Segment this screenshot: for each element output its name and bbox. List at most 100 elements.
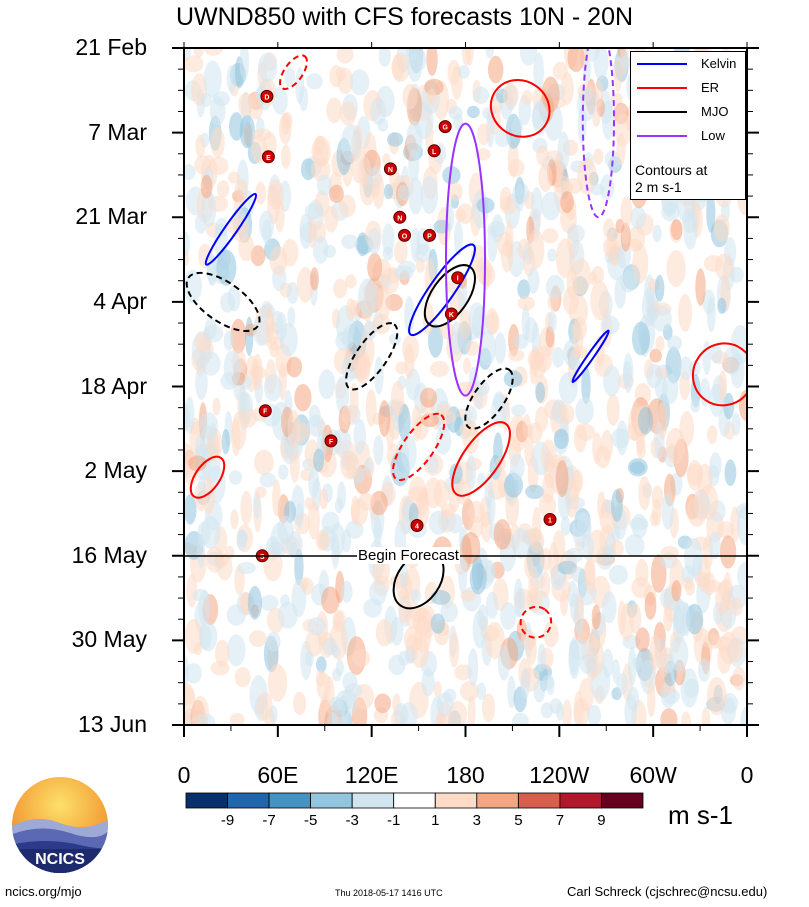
field-cell [223, 350, 242, 386]
legend-item: Low [631, 124, 745, 148]
field-cell [590, 280, 610, 321]
field-cell [198, 590, 211, 626]
storm-marker [410, 519, 424, 532]
field-cell [507, 141, 519, 178]
field-cell [603, 365, 621, 397]
field-cell [421, 668, 435, 697]
field-cell [433, 681, 442, 698]
field-cell [397, 184, 411, 201]
field-cell [436, 692, 454, 717]
field-cell [467, 695, 476, 725]
field-cell [345, 274, 357, 289]
field-cell [267, 179, 284, 210]
field-cell [322, 637, 338, 656]
field-cell [272, 87, 288, 115]
field-cell [540, 191, 561, 221]
field-cell [280, 594, 290, 607]
field-cell [397, 260, 416, 275]
field-cell [237, 530, 249, 547]
field-cell [527, 267, 540, 294]
field-cell [455, 208, 467, 222]
field-cell [577, 157, 597, 195]
field-cell [216, 249, 237, 286]
field-cell [548, 541, 559, 579]
field-cell [307, 617, 327, 636]
field-cell [626, 421, 642, 441]
contour-low [445, 122, 486, 397]
field-cell [194, 332, 212, 353]
field-cell [652, 498, 662, 526]
field-cell [632, 321, 650, 356]
field-cell [569, 638, 589, 661]
field-cell [358, 156, 372, 187]
field-cell [199, 625, 212, 650]
storm-letter: F [263, 409, 268, 416]
field-cell [367, 227, 381, 255]
field-cell [281, 238, 299, 267]
colorbar-swatch [518, 792, 561, 809]
field-cell [702, 340, 711, 376]
field-cell [661, 492, 674, 530]
field-cell [631, 576, 650, 599]
storm-symbol: N [393, 210, 407, 224]
legend: Kelvin ER MJO Low Contours at 2 m s-1 [630, 51, 746, 200]
field-cell [665, 427, 686, 465]
colorbar-swatch [601, 792, 644, 809]
field-cell [624, 534, 645, 557]
footer-url: ncics.org/mjo [5, 884, 82, 899]
field-cell [678, 293, 693, 332]
field-cell [304, 650, 314, 667]
field-cell [602, 100, 615, 141]
field-cell [286, 356, 303, 378]
field-cell [681, 564, 695, 584]
field-cell [533, 52, 544, 92]
field-cell [663, 605, 673, 632]
storm-marker [260, 89, 274, 103]
field-cell [377, 284, 391, 321]
field-cell [611, 489, 623, 522]
y-tick-label: 21 Mar [75, 203, 147, 230]
colorbar-swatch [268, 792, 312, 809]
field-cell [706, 677, 727, 716]
field-cell [277, 515, 294, 545]
field-cell [670, 219, 683, 240]
colorbar-swatch [227, 792, 270, 809]
legend-label: MJO [701, 104, 729, 119]
field-cell [710, 344, 723, 364]
begin-forecast-label: Begin Forecast [357, 547, 460, 564]
field-cell [626, 686, 640, 712]
field-cell [196, 713, 216, 725]
field-cell [304, 202, 324, 219]
field-cell [223, 330, 234, 351]
field-cell [737, 561, 747, 591]
field-cell [477, 472, 486, 486]
field-cell [657, 402, 668, 440]
field-cell [184, 55, 204, 73]
field-cell [253, 314, 269, 346]
storm-letter: D [264, 94, 269, 101]
field-cell [448, 182, 463, 202]
field-cell [315, 529, 330, 551]
field-cell [442, 166, 461, 185]
storm-marker [258, 404, 272, 418]
storm-marker [393, 210, 407, 224]
field-cell [390, 616, 404, 646]
field-cell [632, 243, 649, 284]
contour-er [189, 455, 226, 499]
field-cell [428, 323, 443, 358]
storm-letter: S [260, 554, 265, 561]
field-cell [511, 712, 529, 725]
field-cell [458, 64, 470, 79]
field-cell [620, 222, 631, 252]
field-cell [520, 667, 531, 700]
colorbar [185, 792, 644, 809]
field-cell [252, 491, 261, 520]
field-cell [524, 317, 538, 343]
field-cell [408, 177, 423, 215]
colorbar-label: -9 [220, 812, 235, 829]
field-cell [617, 600, 626, 635]
field-cell [239, 114, 255, 149]
field-cell [472, 609, 487, 649]
field-cell [707, 425, 718, 444]
field-cell [602, 236, 620, 258]
